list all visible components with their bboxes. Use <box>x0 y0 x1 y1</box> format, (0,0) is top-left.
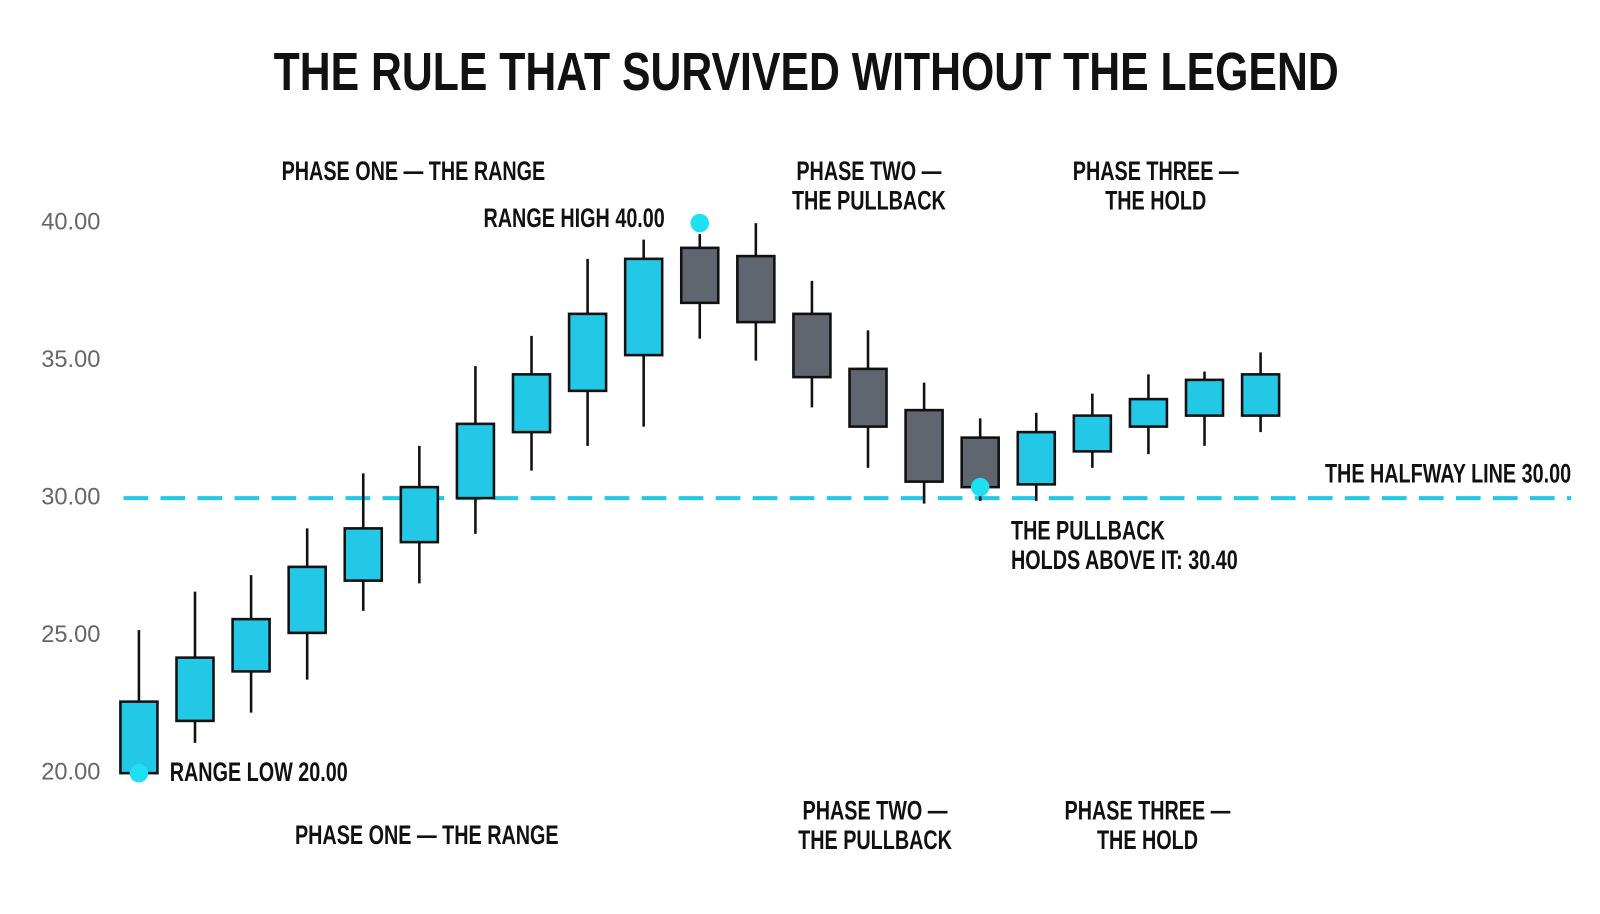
y-tick-label: 20.00 <box>41 759 100 785</box>
phase-label: PHASE ONE — THE RANGE <box>295 820 559 850</box>
phase-label: PHASE TWO — <box>803 795 948 825</box>
annotation-label: RANGE HIGH 40.00 <box>484 203 665 233</box>
candle-body <box>848 367 888 428</box>
phase-label: THE PULLBACK <box>792 186 946 216</box>
candle-body <box>1240 373 1281 417</box>
candle-body <box>399 485 440 544</box>
phase-label: PHASE THREE — <box>1073 156 1239 186</box>
phase-label: PHASE TWO — <box>796 156 941 186</box>
annotation-dot <box>970 477 990 497</box>
candle-body <box>1184 378 1225 417</box>
candle-body <box>343 527 384 582</box>
candle-body <box>455 422 496 500</box>
candle-body <box>1128 397 1169 428</box>
candle-body <box>792 312 832 379</box>
candle-body <box>287 565 327 635</box>
candle-body <box>623 257 664 357</box>
candle-body <box>511 373 552 434</box>
annotation-label: RANGE LOW 20.00 <box>170 757 348 787</box>
annotation-dot <box>129 763 149 783</box>
chart-title: THE RULE THAT SURVIVED WITHOUT THE LEGEN… <box>274 43 1339 102</box>
y-tick-label: 25.00 <box>41 622 100 648</box>
phase-label: PHASE THREE — <box>1065 795 1231 825</box>
phase-label: PHASE ONE — THE RANGE <box>282 156 546 186</box>
y-tick-label: 40.00 <box>41 209 100 235</box>
candle-body <box>119 700 159 775</box>
candle-body <box>736 254 776 324</box>
annotation-label: HOLDS ABOVE IT: 30.40 <box>1011 545 1238 575</box>
phase-label: THE PULLBACK <box>798 825 952 855</box>
candle-body <box>175 656 215 723</box>
candle-body <box>1072 414 1113 453</box>
candle-body <box>1016 430 1057 486</box>
candle-body <box>679 246 720 305</box>
phase-label: THE HOLD <box>1097 825 1198 855</box>
candle-body <box>231 617 271 673</box>
candle-body <box>567 312 608 393</box>
annotation-dot <box>690 213 710 233</box>
y-tick-label: 35.00 <box>41 347 100 373</box>
phase-label: THE HOLD <box>1105 186 1206 216</box>
halfway-label: THE HALFWAY LINE 30.00 <box>1325 459 1571 489</box>
y-tick-label: 30.00 <box>41 484 100 510</box>
candle-body <box>904 408 944 483</box>
annotation-label: THE PULLBACK <box>1011 515 1165 545</box>
